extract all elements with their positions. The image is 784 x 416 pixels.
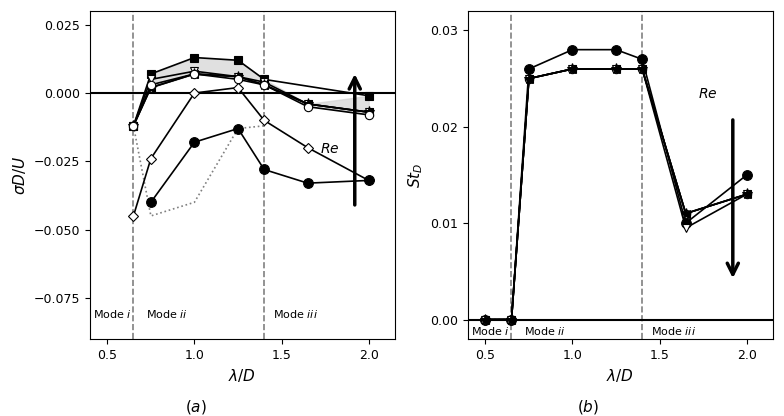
- Text: Mode $i$: Mode $i$: [93, 308, 132, 319]
- X-axis label: $\lambda/D$: $\lambda/D$: [228, 367, 256, 384]
- Text: $Re$: $Re$: [698, 87, 717, 101]
- Text: Mode $i$: Mode $i$: [470, 325, 510, 337]
- Text: Mode $iii$: Mode $iii$: [651, 325, 696, 337]
- Text: Mode $iii$: Mode $iii$: [273, 308, 318, 319]
- Text: Mode $ii$: Mode $ii$: [524, 325, 566, 337]
- Text: $(b)$: $(b)$: [577, 399, 599, 416]
- Text: $Re$: $Re$: [320, 142, 339, 156]
- Text: $(a)$: $(a)$: [185, 399, 207, 416]
- Y-axis label: $\sigma D/U$: $\sigma D/U$: [11, 155, 28, 195]
- Y-axis label: $St_D$: $St_D$: [406, 162, 425, 188]
- Text: Mode $ii$: Mode $ii$: [146, 308, 187, 319]
- X-axis label: $\lambda/D$: $\lambda/D$: [607, 367, 634, 384]
